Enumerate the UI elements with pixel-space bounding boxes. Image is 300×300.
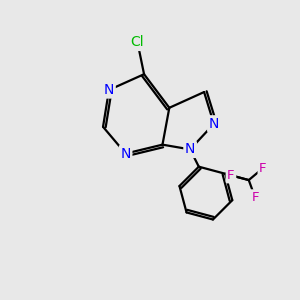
Text: F: F [259, 162, 267, 175]
Text: N: N [209, 117, 219, 131]
Text: N: N [120, 147, 131, 160]
Text: Cl: Cl [131, 35, 144, 50]
Text: N: N [185, 142, 195, 156]
Text: N: N [104, 83, 114, 97]
Text: F: F [251, 191, 259, 204]
Text: F: F [227, 169, 235, 182]
